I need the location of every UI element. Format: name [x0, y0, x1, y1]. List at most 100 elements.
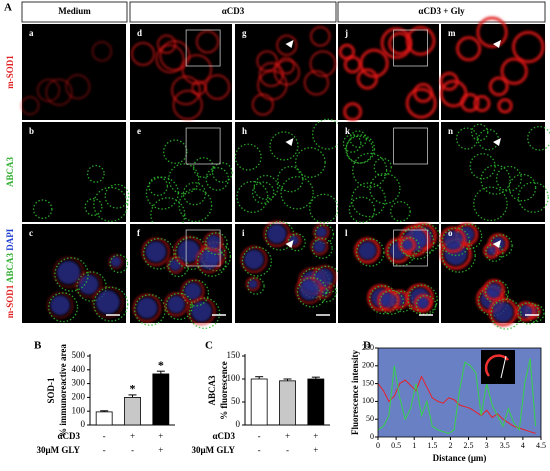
plot-frame: [377, 347, 542, 438]
cell-red: [413, 82, 434, 103]
cell-red: [172, 90, 203, 120]
cell-green: [489, 234, 513, 258]
cell-green: [134, 294, 166, 326]
cell-red: [155, 44, 185, 74]
cell-green: [484, 279, 510, 305]
micrograph: [338, 222, 441, 323]
condition-mark: +: [313, 431, 318, 441]
cell-green: [84, 198, 103, 216]
cell-green: [54, 257, 89, 292]
micrograph: [338, 24, 439, 122]
bar: [152, 373, 170, 426]
cell-red: [204, 74, 230, 100]
cell-green: [32, 199, 53, 220]
nucleus: [50, 295, 71, 316]
cell-red: [312, 265, 337, 290]
column-header: Medium: [58, 6, 91, 16]
cell-green: [192, 157, 214, 178]
cell-red: [497, 98, 513, 114]
cell-red: [309, 50, 336, 77]
y-tick-label: 100: [227, 373, 241, 383]
y-tick-label: 100: [72, 405, 86, 415]
image-label: i: [242, 228, 245, 238]
cell-green: [342, 134, 362, 153]
cell-red: [20, 96, 40, 116]
cell-green: [253, 174, 279, 200]
cell-green: [456, 223, 483, 250]
nucleus: [169, 258, 182, 271]
cell-red: [157, 34, 177, 54]
micrograph-bg: [22, 122, 126, 222]
image-label: l: [345, 228, 348, 238]
y-tick-label: 500: [72, 350, 86, 360]
cell-red: [203, 232, 223, 252]
column-header-box: [21, 1, 128, 23]
cell-green: [109, 254, 129, 274]
cell-red: [92, 286, 124, 318]
cell-green: [93, 186, 129, 222]
image-label: n: [448, 126, 453, 136]
cell-red: [108, 254, 124, 270]
cell-green: [441, 227, 471, 257]
cell-red: [65, 74, 91, 100]
cell-green: [294, 147, 326, 178]
nucleus: [78, 274, 99, 295]
panel-label: A: [4, 2, 12, 14]
column-header: αCD3 + Gly: [418, 6, 465, 16]
condition-mark: -: [103, 431, 106, 441]
cell-red: [356, 68, 379, 90]
nucleus: [443, 230, 463, 250]
nucleus: [56, 260, 81, 285]
image-label: a: [29, 28, 34, 38]
y-tick-label: 200: [72, 391, 86, 401]
bar: [279, 380, 296, 426]
condition-name: αCD3: [212, 431, 235, 441]
cell-green: [241, 246, 272, 277]
cell-green: [165, 292, 193, 321]
x-tick-label: 0.5: [391, 441, 401, 450]
bar: [307, 378, 325, 426]
zoom-box: [393, 229, 428, 267]
column-header-box: [129, 1, 337, 23]
nucleus: [315, 268, 334, 287]
row-label: ABCA3: [5, 157, 15, 188]
nucleus: [416, 297, 430, 310]
cell-green: [407, 284, 438, 315]
condition-mark: +: [130, 431, 135, 441]
x-tick-label: 1.5: [427, 441, 437, 450]
micrograph: [439, 16, 545, 120]
cell-green: [480, 164, 511, 195]
data-line: [377, 358, 537, 434]
nucleus: [248, 279, 258, 289]
cell-red: [171, 75, 201, 105]
cell-red: [405, 87, 437, 119]
zoom-box: [185, 229, 221, 267]
micrograph: [441, 122, 550, 222]
arrowhead: [493, 240, 501, 248]
cell-red: [251, 93, 274, 116]
cell-red: [310, 26, 331, 47]
cell-green: [150, 197, 186, 233]
cell-green: [455, 127, 479, 150]
cell-green: [247, 277, 265, 295]
nucleus: [315, 226, 328, 238]
zoom-box: [185, 29, 221, 67]
nucleus: [183, 282, 202, 300]
cell-green: [178, 188, 213, 223]
cell-green: [345, 134, 376, 164]
micrograph: [130, 122, 233, 233]
inset-profile: [500, 355, 507, 379]
cell-green: [400, 225, 435, 260]
y-tick-label: 0: [236, 419, 241, 429]
row-label: m-SOD1: [5, 55, 15, 89]
significance-star: *: [158, 358, 164, 372]
cell-red: [164, 292, 188, 317]
cell-green: [188, 297, 221, 330]
cell-red: [256, 50, 278, 72]
cell-red: [511, 30, 545, 64]
image-label: f: [137, 228, 141, 238]
cell-green: [390, 201, 411, 222]
micrograph: [20, 24, 126, 120]
nucleus: [358, 241, 377, 260]
